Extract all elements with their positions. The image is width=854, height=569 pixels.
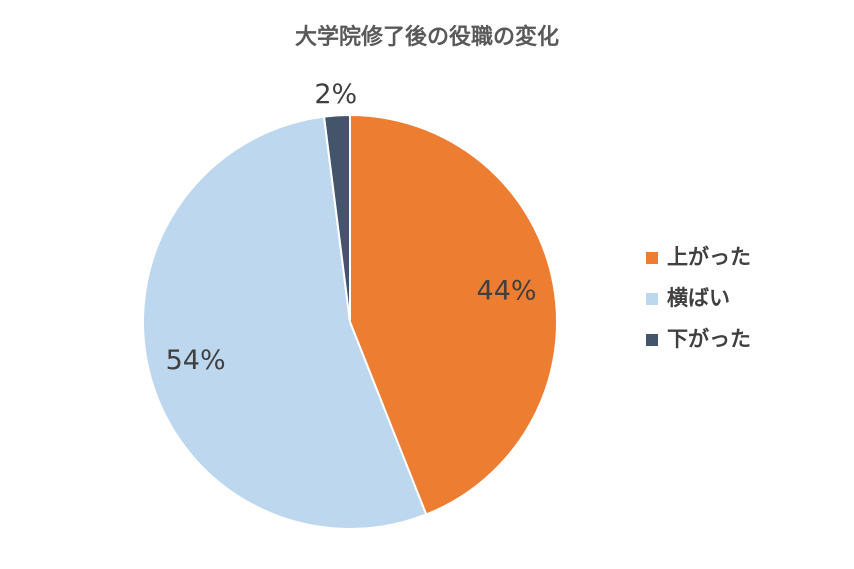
value-label: 44%	[477, 276, 537, 307]
legend-label: 下がった	[667, 327, 751, 351]
chart-title: 大学院修了後の役職の変化	[295, 24, 559, 50]
legend-label: 横ばい	[667, 286, 730, 310]
value-label: 2%	[314, 79, 357, 110]
legend-swatch	[646, 252, 658, 264]
pie-slice	[142, 115, 428, 530]
legend-swatch	[646, 334, 658, 346]
pie-slice	[322, 113, 351, 323]
pie-slice	[349, 113, 558, 516]
legend-label: 上がった	[667, 245, 751, 269]
legend-swatch	[646, 293, 658, 305]
value-label: 54%	[166, 345, 226, 376]
